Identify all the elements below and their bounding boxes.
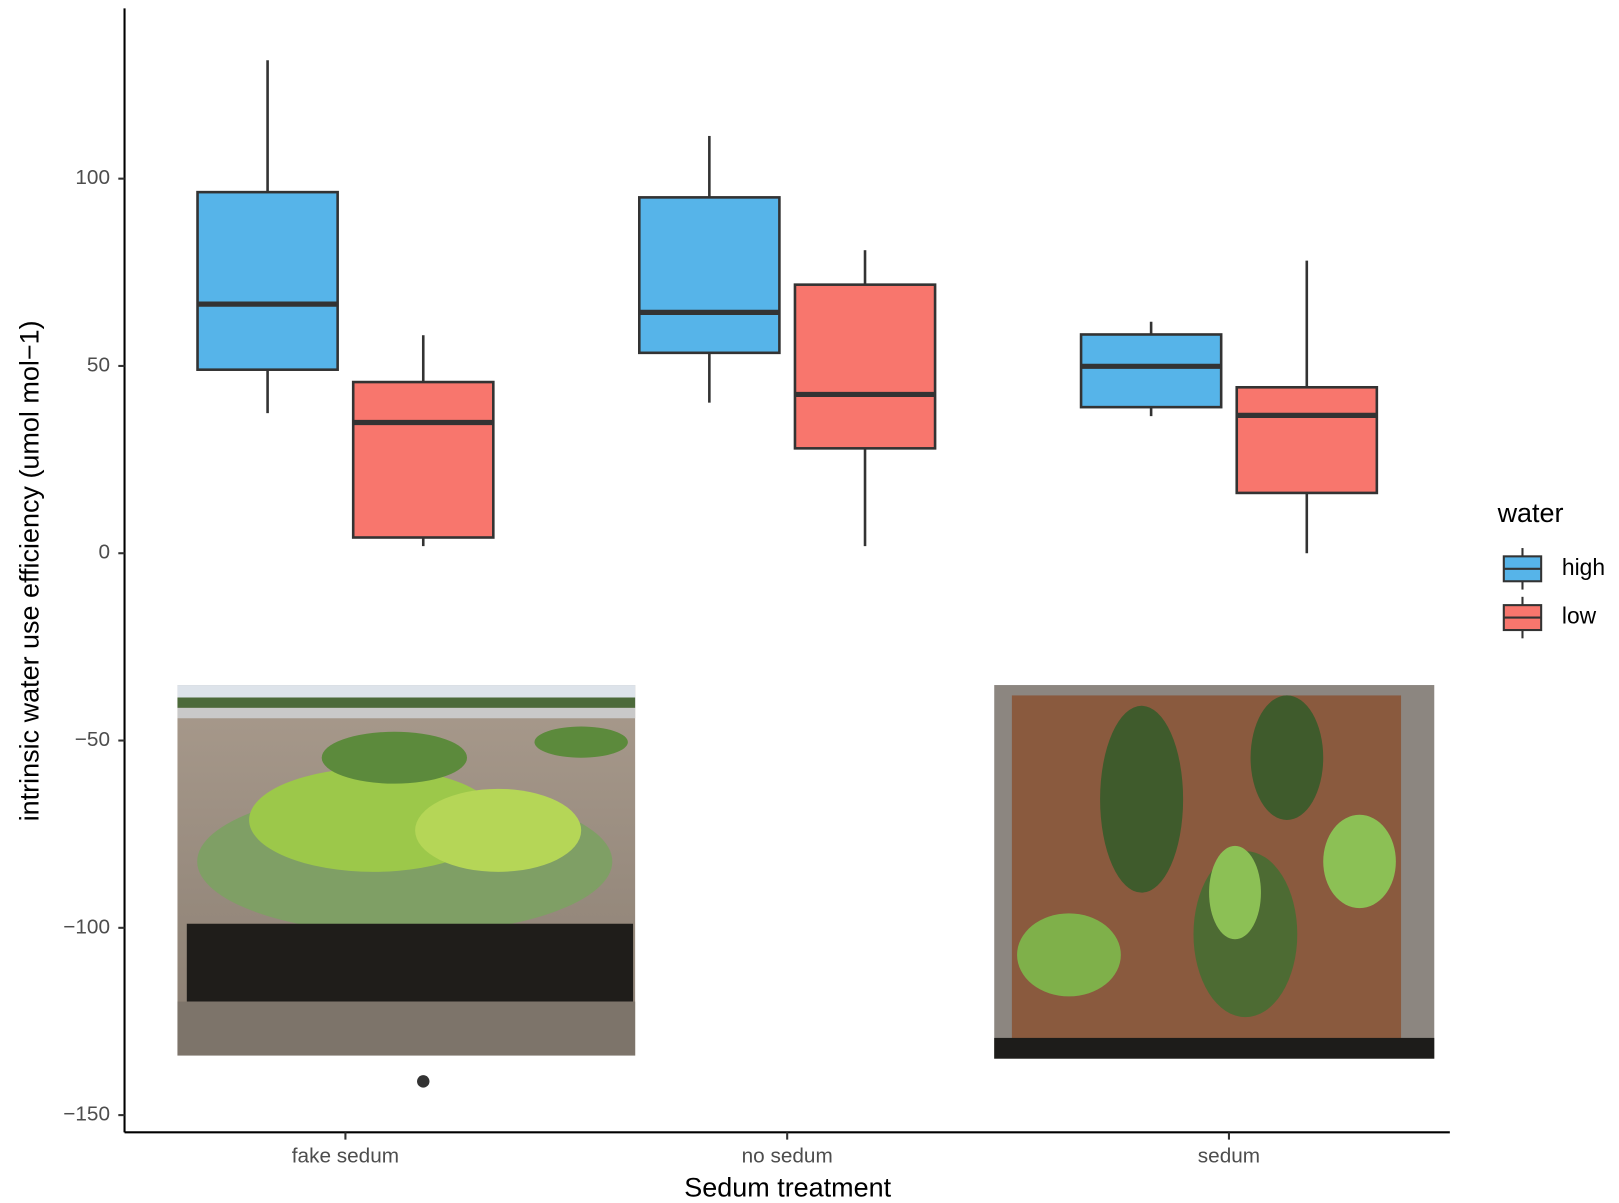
legend-label: low: [1562, 603, 1597, 629]
box: [1081, 334, 1221, 407]
legend-label: high: [1562, 554, 1605, 580]
chart: Sedum treatment intrinsic water use effi…: [0, 0, 1619, 1203]
box: [1237, 387, 1377, 493]
x-tick-label: no sedum: [742, 1145, 833, 1168]
box: [639, 197, 779, 352]
x-axis-title: Sedum treatment: [684, 1173, 891, 1203]
y-tick-label: −100: [63, 915, 110, 938]
y-axis-title: intrinsic water use efficiency (umol mol…: [14, 320, 44, 821]
x-tick-label: sedum: [1198, 1145, 1260, 1168]
y-tick-label: 100: [75, 166, 110, 189]
y-tick-label: −50: [75, 728, 110, 751]
box: [795, 285, 935, 449]
page: {"chart_data": {"type": "boxplot", "xlab…: [0, 0, 1619, 1203]
x-tick-label: fake sedum: [292, 1145, 399, 1168]
photo-fake-sedum: [177, 685, 635, 1056]
y-tick-label: 0: [98, 541, 110, 564]
outlier: [417, 1075, 429, 1087]
legend-title: water: [1497, 498, 1564, 528]
box: [198, 192, 338, 370]
box: [353, 382, 493, 537]
y-tick-label: 50: [87, 353, 110, 376]
photo-sedum: [994, 685, 1434, 1059]
y-tick-label: −150: [63, 1103, 110, 1126]
